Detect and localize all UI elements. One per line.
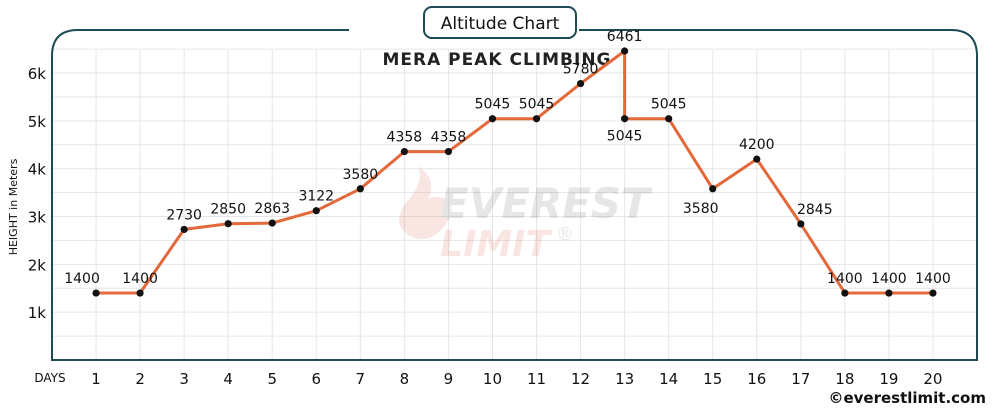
x-tick-label: 2	[135, 370, 145, 388]
data-point	[576, 79, 585, 88]
data-point	[356, 185, 364, 193]
x-tick-label: 13	[615, 370, 634, 388]
data-label: 5045	[475, 97, 511, 113]
data-point	[224, 220, 232, 228]
data-point	[621, 115, 629, 123]
data-label: 6461	[607, 29, 643, 45]
watermark: EVEREST LIMIT ®	[399, 166, 653, 265]
x-tick-label: 3	[179, 370, 189, 388]
y-tick-label: 2k	[28, 256, 47, 274]
data-label: 3580	[343, 167, 379, 183]
title-badge-box	[423, 6, 577, 39]
y-tick-labels: 1k 2k 3k 4k 5k 6k	[28, 65, 47, 322]
credit-text: ©everestlimit.com	[828, 389, 986, 407]
data-point	[532, 115, 541, 123]
chart-title: MERA PEAK CLIMBING	[382, 50, 611, 70]
data-point	[841, 289, 849, 297]
x-tick-label: 12	[571, 370, 590, 388]
marker-layer	[92, 47, 937, 297]
data-label: 2730	[166, 207, 202, 223]
x-tick-labels: 1 2 3 4 5 6 7 8 9 10 11 12 13 14 15 16 17 18 19 20	[91, 370, 942, 388]
data-label: 2863	[254, 201, 290, 217]
watermark-line2: LIMIT	[440, 224, 553, 265]
data-label: 1400	[64, 271, 100, 287]
x-tick-label: 17	[791, 370, 810, 388]
data-label: 5045	[651, 97, 687, 113]
watermark-registered-mark: ®	[556, 224, 574, 245]
data-label: 4358	[387, 130, 423, 146]
data-point	[400, 147, 408, 156]
x-tick-label: 16	[747, 370, 766, 388]
data-point	[753, 155, 761, 163]
data-point	[797, 220, 805, 228]
watermark-logo-icon	[399, 166, 452, 240]
grid-layer	[53, 48, 976, 360]
y-axis-label: HEIGHT in Meters	[7, 158, 20, 255]
data-label: 5045	[519, 97, 555, 113]
data-label: 1400	[915, 271, 951, 287]
data-point	[136, 289, 144, 297]
data-label-layer: 1400 1400 2730 2850 2863 3122 3580 4358 4358 5045…	[64, 29, 951, 287]
data-point	[929, 289, 937, 297]
data-point	[312, 207, 320, 215]
data-label: 5045	[607, 129, 643, 145]
x-tick-label: 4	[223, 370, 233, 388]
x-tick-label: 6	[312, 370, 322, 388]
data-label: 4200	[739, 137, 775, 153]
title-badge: Altitude Chart	[441, 14, 560, 34]
data-point	[885, 289, 893, 297]
data-point	[444, 147, 453, 156]
data-label: 2850	[210, 202, 246, 218]
data-point	[709, 185, 717, 193]
x-tick-label: 20	[923, 370, 942, 388]
x-tick-label: 1	[91, 370, 101, 388]
y-tick-label: 4k	[28, 161, 47, 179]
data-point	[665, 115, 673, 123]
x-tick-label: 7	[356, 370, 366, 388]
data-point	[92, 289, 100, 297]
x-axis-label: DAYS	[34, 371, 65, 385]
data-label: 1400	[871, 271, 907, 287]
data-point	[621, 47, 629, 55]
x-tick-label: 8	[400, 370, 410, 388]
data-label: 3122	[298, 189, 334, 205]
y-tick-label: 6k	[28, 65, 47, 83]
x-tick-label: 10	[483, 370, 502, 388]
watermark-line1: EVEREST	[440, 179, 653, 228]
data-label: 1400	[122, 271, 158, 287]
data-point	[180, 225, 188, 234]
x-tick-label: 18	[835, 370, 854, 388]
x-tick-label: 11	[527, 370, 546, 388]
chart-frame	[51, 29, 978, 361]
x-tick-label: 9	[444, 370, 454, 388]
data-label: 2845	[797, 202, 833, 218]
data-label: 3580	[683, 201, 719, 217]
x-tick-label: 5	[267, 370, 277, 388]
y-tick-label: 5k	[28, 113, 47, 131]
x-tick-label: 15	[703, 370, 722, 388]
data-point	[268, 219, 276, 227]
x-tick-label: 14	[659, 370, 678, 388]
data-point	[488, 115, 497, 123]
y-tick-label: 3k	[28, 209, 47, 227]
data-label: 5780	[563, 62, 599, 78]
y-tick-label: 1k	[28, 304, 47, 322]
x-tick-label: 19	[879, 370, 898, 388]
data-label: 1400	[827, 271, 863, 287]
data-label: 4358	[431, 130, 467, 146]
